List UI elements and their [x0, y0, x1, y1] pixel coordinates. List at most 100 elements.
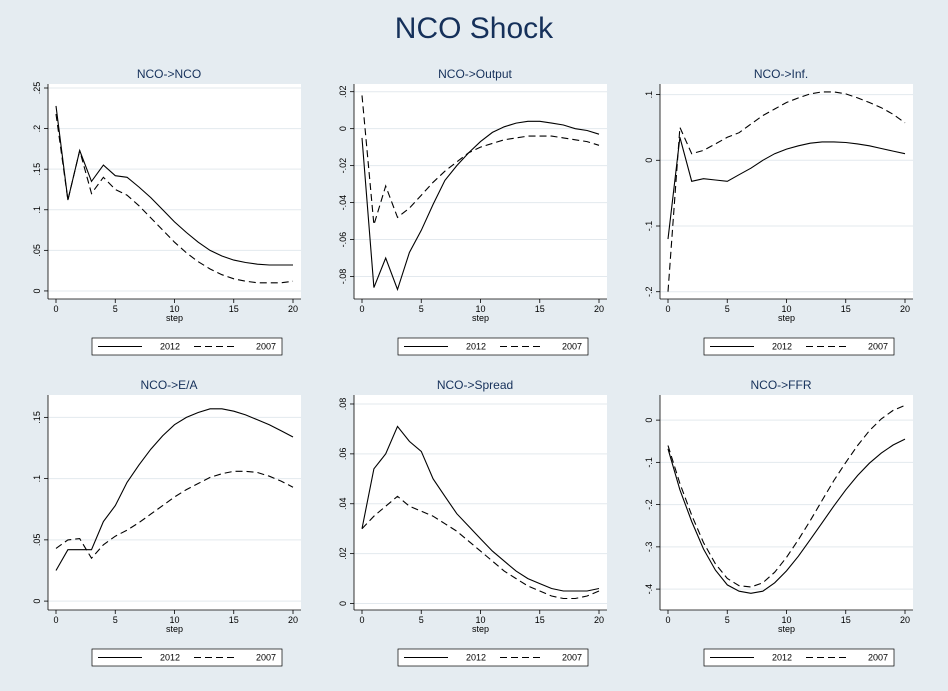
legend-box	[91, 337, 283, 356]
x-axis-title: step	[166, 624, 183, 634]
legend-box	[397, 648, 589, 667]
panel-3: NCO->Inf. -.2 -.1 0 .1 0 5 10 15 20 step 2012 2007	[644, 67, 913, 356]
y-tick-label: -.08	[338, 269, 348, 285]
panel-5: NCO->Spread 0 .02 .04 .06 .08 0 5 10 15 20 step 2012…	[338, 378, 607, 667]
legend-label-2012: 2012	[160, 653, 180, 663]
series-line-2012	[55, 408, 294, 571]
x-tick-label: 20	[900, 304, 910, 314]
y-tick-label: .04	[338, 497, 348, 510]
x-tick-label: 0	[665, 615, 670, 625]
legend-label-2007: 2007	[256, 342, 276, 352]
x-tick-label: 10	[169, 615, 179, 625]
legend-label-2007: 2007	[562, 653, 582, 663]
y-tick-label: 0	[32, 288, 42, 293]
panel-title: NCO->Inf.	[754, 67, 808, 81]
plot-area	[660, 84, 913, 299]
panel-title: NCO->FFR	[751, 378, 812, 392]
panel-title: NCO->E/A	[140, 378, 197, 392]
y-tick-label: .1	[32, 206, 42, 214]
y-tick-label: 0	[644, 418, 654, 423]
x-tick-label: 5	[419, 304, 424, 314]
y-tick-label: .25	[32, 82, 42, 95]
y-tick-label: .1	[644, 91, 654, 99]
y-tick-label: 0	[338, 601, 348, 606]
y-tick-label: -.04	[338, 195, 348, 211]
x-tick-label: 5	[725, 304, 730, 314]
y-tick-label: .02	[338, 547, 348, 560]
y-tick-label: .15	[32, 411, 42, 424]
x-tick-label: 10	[475, 615, 485, 625]
x-tick-label: 20	[288, 304, 298, 314]
x-tick-label: 5	[725, 615, 730, 625]
x-tick-label: 15	[229, 615, 239, 625]
y-tick-label: -.2	[644, 499, 654, 510]
y-tick-label: -.3	[644, 542, 654, 553]
y-tick-label: 0	[32, 599, 42, 604]
series-line-2012	[361, 120, 600, 292]
panel-4: NCO->E/A 0 .05 .1 .15 0 5 10 15 20 step 2012 2007	[32, 378, 301, 667]
x-axis-title: step	[778, 313, 795, 323]
series-line-2012	[667, 137, 906, 240]
legend-label-2012: 2012	[160, 342, 180, 352]
x-tick-label: 15	[535, 615, 545, 625]
x-tick-label: 20	[594, 615, 604, 625]
x-tick-label: 10	[169, 304, 179, 314]
y-tick-label: .08	[338, 398, 348, 411]
x-tick-label: 10	[781, 304, 791, 314]
x-tick-label: 15	[229, 304, 239, 314]
main-title: NCO Shock	[394, 12, 554, 45]
y-tick-label: .06	[338, 448, 348, 461]
plot-area	[660, 395, 913, 610]
x-tick-label: 15	[841, 615, 851, 625]
x-tick-label: 5	[113, 615, 118, 625]
y-tick-label: -.4	[644, 584, 654, 595]
x-tick-label: 0	[53, 304, 58, 314]
x-axis-title: step	[778, 624, 795, 634]
x-tick-label: 5	[419, 615, 424, 625]
legend-box	[91, 648, 283, 667]
y-tick-label: .02	[338, 85, 348, 98]
x-tick-label: 15	[535, 304, 545, 314]
panel-1: NCO->NCO 0 .05 .1 .15 .2 .25 0 5 10 15 20 step 2012 20…	[32, 67, 301, 356]
y-tick-label: .1	[32, 475, 42, 483]
legend-label-2012: 2012	[772, 342, 792, 352]
legend-box	[703, 337, 895, 356]
panel-title: NCO->NCO	[137, 67, 201, 81]
series-line-2007	[667, 404, 906, 588]
plot-area	[48, 395, 301, 610]
legend-label-2007: 2007	[562, 342, 582, 352]
legend-label-2007: 2007	[868, 653, 888, 663]
x-tick-label: 15	[841, 304, 851, 314]
y-tick-label: 0	[644, 158, 654, 163]
x-tick-label: 0	[359, 615, 364, 625]
panel-title: NCO->Output	[438, 67, 512, 81]
legend-box	[397, 337, 589, 356]
x-tick-label: 10	[781, 615, 791, 625]
series-line-2007	[667, 91, 906, 292]
panel-6: NCO->FFR -.4 -.3 -.2 -.1 0 0 5 10 15 20 step 2012 200…	[644, 378, 913, 667]
x-tick-label: 0	[359, 304, 364, 314]
series-line-2007	[361, 495, 600, 600]
legend-label-2007: 2007	[868, 342, 888, 352]
series-line-2007	[361, 95, 600, 225]
y-tick-label: -.1	[644, 457, 654, 468]
x-axis-title: step	[472, 624, 489, 634]
legend-label-2012: 2012	[772, 653, 792, 663]
legend-label-2007: 2007	[256, 653, 276, 663]
y-tick-label: -.2	[644, 286, 654, 297]
y-tick-label: 0	[338, 126, 348, 131]
x-tick-label: 20	[288, 615, 298, 625]
series-line-2012	[55, 105, 293, 266]
x-tick-label: 0	[53, 615, 58, 625]
plot-area	[354, 84, 607, 299]
y-tick-label: .05	[32, 244, 42, 257]
legend-label-2012: 2012	[466, 342, 486, 352]
y-tick-label: .15	[32, 163, 42, 176]
legend-box	[703, 648, 895, 667]
panel-title: NCO->Spread	[437, 378, 513, 392]
x-tick-label: 20	[900, 615, 910, 625]
x-axis-title: step	[472, 313, 489, 323]
x-axis-title: step	[166, 313, 183, 323]
